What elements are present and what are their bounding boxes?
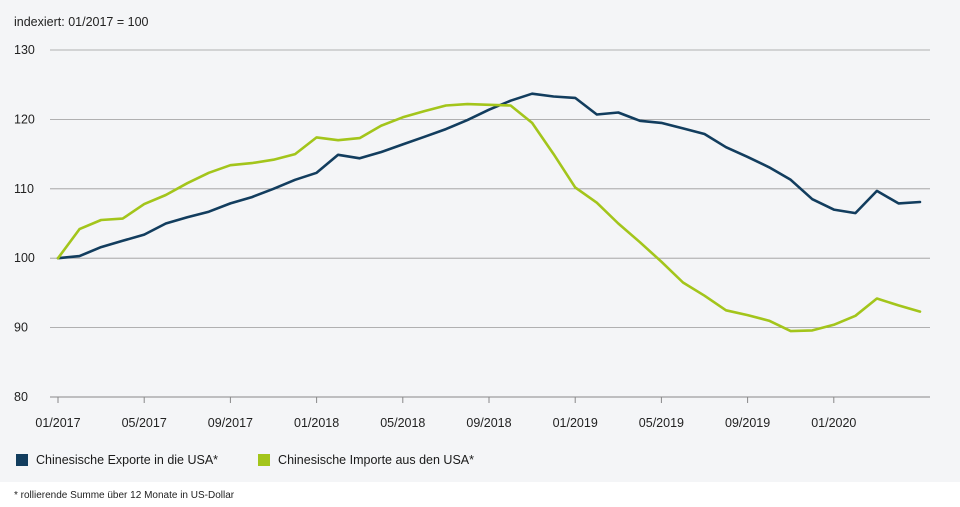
legend-label-imports: Chinesische Importe aus den USA*: [278, 453, 474, 467]
legend-label-exports: Chinesische Exporte in die USA*: [36, 453, 219, 467]
x-tick-label: 05/2019: [639, 416, 684, 430]
series-layer: [56, 92, 922, 333]
x-tick-label: 01/2017: [35, 416, 80, 430]
y-tick-label: 90: [14, 321, 28, 335]
y-tick-label: 100: [14, 251, 35, 265]
legend-item-imports: Chinesische Importe aus den USA*: [258, 453, 474, 467]
x-tick-label: 05/2018: [380, 416, 425, 430]
y-tick-label: 120: [14, 112, 35, 126]
axis-layer: 80 90 100 110 120 130 01/2017 05/2017 09/2017 01/…: [14, 43, 856, 430]
x-tick-label: 01/2019: [553, 416, 598, 430]
legend-swatch-exports: [16, 454, 28, 466]
x-tick-label: 09/2017: [208, 416, 253, 430]
x-tick-label: 05/2017: [122, 416, 167, 430]
legend: Chinesische Exporte in die USA* Chinesis…: [16, 453, 474, 467]
line-chart: 80 90 100 110 120 130 01/2017 05/2017 09/2017 01/…: [14, 43, 930, 430]
y-axis-unit-label: indexiert: 01/2017 = 100: [14, 15, 149, 29]
x-tick-label: 01/2018: [294, 416, 339, 430]
series-line-exports: [56, 92, 922, 260]
y-tick-label: 130: [14, 43, 35, 57]
chart-panel: [0, 0, 960, 482]
x-tick-label: 09/2018: [466, 416, 511, 430]
grid-layer: [50, 49, 930, 398]
x-tick-label: 09/2019: [725, 416, 770, 430]
x-tick-label: 01/2020: [811, 416, 856, 430]
legend-item-exports: Chinesische Exporte in die USA*: [16, 453, 218, 467]
y-tick-label: 110: [14, 182, 34, 196]
y-tick-label: 80: [14, 390, 28, 404]
footnote: * rollierende Summe über 12 Monate in US…: [14, 490, 235, 501]
series-line-imports: [56, 102, 922, 333]
legend-swatch-imports: [258, 454, 271, 466]
